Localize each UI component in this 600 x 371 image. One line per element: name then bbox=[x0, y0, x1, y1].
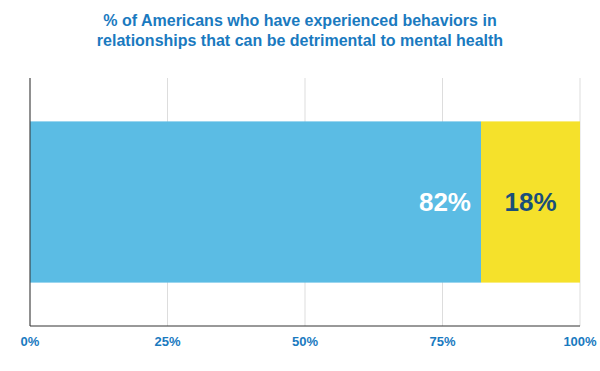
bar-segment bbox=[481, 121, 580, 282]
title-line: relationships that can be detrimental to… bbox=[97, 32, 503, 49]
data-label: 82% bbox=[419, 187, 471, 217]
bar-segment bbox=[30, 121, 481, 282]
x-tick-label: 75% bbox=[429, 334, 455, 349]
chart-title: % of Americans who have experienced beha… bbox=[97, 12, 503, 49]
bars bbox=[30, 121, 580, 282]
y-axis-line bbox=[30, 78, 31, 326]
x-tick-label: 25% bbox=[154, 334, 180, 349]
x-ticks: 0% 25% 50% 75% 100% bbox=[21, 334, 597, 349]
title-line: % of Americans who have experienced beha… bbox=[103, 12, 496, 29]
grid bbox=[30, 78, 580, 326]
x-axis-line bbox=[30, 326, 580, 327]
chart-container: % of Americans who have experienced beha… bbox=[0, 0, 600, 371]
data-labels: 82% 18% bbox=[419, 187, 557, 217]
x-tick-label: 50% bbox=[292, 334, 318, 349]
data-label: 18% bbox=[504, 187, 556, 217]
x-tick-label: 100% bbox=[563, 334, 597, 349]
grid-line bbox=[30, 78, 31, 326]
x-tick-label: 0% bbox=[21, 334, 40, 349]
chart-svg: % of Americans who have experienced beha… bbox=[0, 0, 600, 371]
